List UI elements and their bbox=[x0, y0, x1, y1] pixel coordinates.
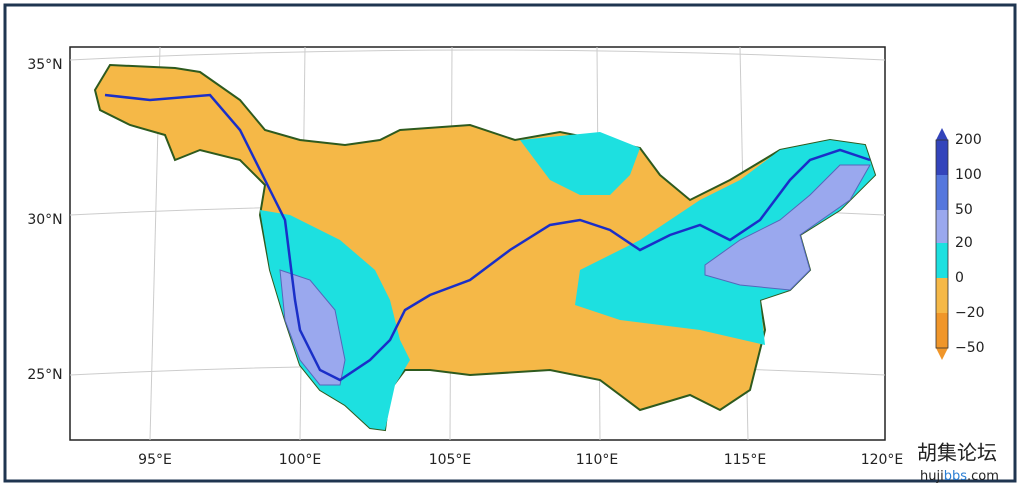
url-part: .com bbox=[967, 469, 999, 484]
colorbar-label: 0 bbox=[955, 270, 964, 286]
watermark-title: 胡集论坛 bbox=[917, 441, 997, 465]
region-20 bbox=[279, 269, 346, 386]
lat-label: 35°N bbox=[27, 57, 62, 73]
lat-label: 25°N bbox=[27, 367, 62, 383]
lon-label: 115°E bbox=[724, 452, 767, 468]
colorbar bbox=[935, 128, 949, 360]
colorbar-label: 100 bbox=[955, 167, 982, 183]
region-positive bbox=[520, 132, 640, 195]
colorbar-label: −50 bbox=[955, 340, 985, 356]
colorbar-label: 20 bbox=[955, 235, 973, 251]
region-positive bbox=[575, 140, 875, 345]
basin bbox=[93, 63, 877, 432]
river bbox=[104, 93, 871, 382]
lon-label: 100°E bbox=[279, 452, 322, 468]
lon-label: 110°E bbox=[576, 452, 619, 468]
lat-label: 30°N bbox=[27, 212, 62, 228]
lon-label: 105°E bbox=[429, 452, 472, 468]
watermark-url: hujibbs.com bbox=[920, 469, 999, 484]
url-part: huji bbox=[920, 469, 944, 484]
map-area bbox=[69, 46, 886, 441]
colorbar-label: −20 bbox=[955, 305, 985, 321]
url-part: bbs bbox=[944, 469, 968, 484]
lon-label: 120°E bbox=[861, 452, 904, 468]
colorbar-label: 50 bbox=[955, 202, 973, 218]
colorbar-label: 200 bbox=[955, 132, 982, 148]
region-20 bbox=[704, 164, 871, 291]
lon-label: 95°E bbox=[138, 452, 172, 468]
